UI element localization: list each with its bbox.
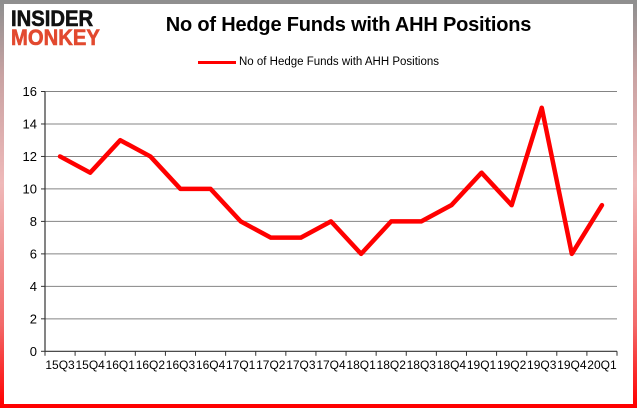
svg-text:19Q4: 19Q4 (557, 358, 587, 372)
svg-text:15Q4: 15Q4 (75, 358, 105, 372)
page-title: No of Hedge Funds with AHH Positions (165, 14, 532, 36)
insider-monkey-logo: INSIDER MONKEY (11, 6, 100, 50)
svg-text:17Q4: 17Q4 (316, 358, 346, 372)
svg-text:17Q2: 17Q2 (256, 358, 286, 372)
svg-text:6: 6 (30, 246, 37, 261)
svg-text:0: 0 (30, 344, 37, 359)
svg-text:19Q1: 19Q1 (467, 358, 497, 372)
svg-text:16Q1: 16Q1 (106, 358, 136, 372)
svg-text:16: 16 (23, 84, 37, 99)
svg-text:20Q1: 20Q1 (587, 358, 617, 372)
svg-text:16Q4: 16Q4 (196, 358, 226, 372)
svg-text:4: 4 (30, 279, 37, 294)
svg-text:12: 12 (23, 149, 37, 164)
svg-text:16Q3: 16Q3 (166, 358, 196, 372)
svg-text:18Q3: 18Q3 (407, 358, 437, 372)
svg-text:15Q3: 15Q3 (45, 358, 75, 372)
svg-text:19Q3: 19Q3 (527, 358, 557, 372)
svg-text:16Q2: 16Q2 (136, 358, 166, 372)
svg-text:10: 10 (23, 181, 37, 196)
logo-line-monkey: MONKEY (11, 25, 100, 50)
svg-text:17Q1: 17Q1 (226, 358, 256, 372)
svg-text:18Q1: 18Q1 (346, 358, 376, 372)
legend-line-swatch (197, 60, 236, 64)
chart-legend: No of Hedge Funds with AHH Positions (4, 55, 633, 69)
svg-text:19Q2: 19Q2 (497, 358, 527, 372)
svg-text:18Q4: 18Q4 (437, 358, 467, 372)
svg-text:14: 14 (23, 116, 37, 131)
svg-text:2: 2 (30, 311, 37, 326)
svg-text:17Q3: 17Q3 (286, 358, 316, 372)
svg-text:18Q2: 18Q2 (377, 358, 407, 372)
svg-text:8: 8 (30, 214, 37, 229)
legend-label: No of Hedge Funds with AHH Positions (238, 56, 440, 68)
logo-line-insider: INSIDER (11, 6, 94, 31)
